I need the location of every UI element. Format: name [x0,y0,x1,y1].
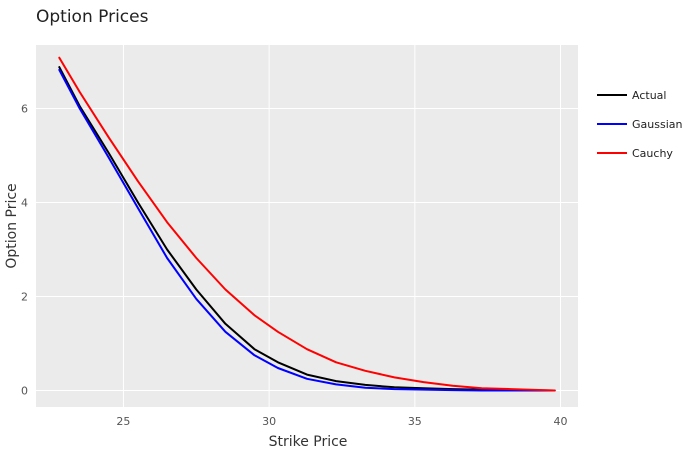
x-tick-label: 40 [554,415,568,428]
series-layer [58,56,556,392]
y-tick-label: 2 [21,291,28,304]
legend-label: Cauchy [632,147,673,160]
x-axis-title: Strike Price [269,434,348,450]
plot-background [36,45,578,407]
legend-item-gaussian[interactable]: Gaussian [597,118,682,131]
legend-item-cauchy[interactable]: Cauchy [597,147,673,160]
y-tick-label: 4 [21,196,28,209]
x-tick-label: 25 [116,415,130,428]
y-tick-label: 6 [21,102,28,115]
legend-item-actual[interactable]: Actual [597,89,666,102]
grid-lines [36,45,578,407]
axis-ticks: 25 30 35 40 0 2 4 6 [21,102,568,428]
chart-title: Option Prices [36,7,149,27]
series-line-cauchy [58,56,556,392]
y-axis-title: Option Price [4,183,20,268]
series-line-gaussian [58,68,556,392]
x-tick-label: 35 [408,415,422,428]
legend-label: Actual [632,89,666,102]
y-tick-label: 0 [21,385,28,398]
legend-label: Gaussian [632,118,682,131]
x-tick-label: 30 [262,415,276,428]
legend: Actual Gaussian Cauchy [597,89,682,160]
